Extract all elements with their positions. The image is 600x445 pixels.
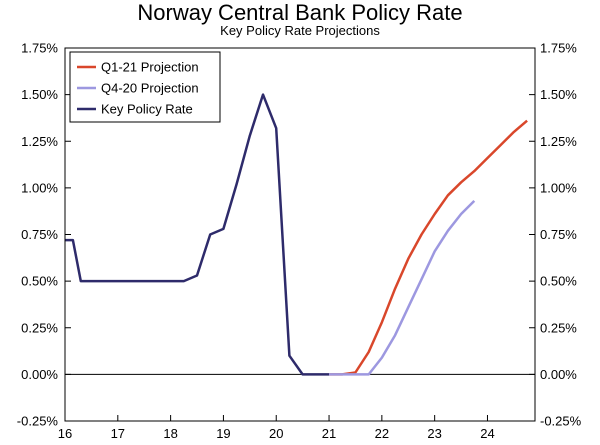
y-tick-label-left: 1.75%: [21, 41, 58, 56]
chart-title: Norway Central Bank Policy Rate: [137, 0, 463, 25]
plot-frame: [64, 47, 536, 422]
y-tick-label-right: 0.25%: [540, 320, 577, 335]
y-tick-label-right: 0.50%: [540, 274, 577, 289]
y-tick-label-left: 0.00%: [21, 367, 58, 382]
legend-item: Q1-21 Projection: [77, 60, 199, 75]
series-line-q1-21-projection: [329, 119, 528, 376]
series-line-key-policy-rate: [65, 93, 329, 376]
y-tick-label-right: 0.00%: [540, 367, 577, 382]
y-tick-label-right: -0.25%: [540, 414, 582, 429]
legend-item: Key Policy Rate: [77, 102, 193, 117]
x-tick-label: 20: [269, 426, 283, 441]
x-tick-label: 24: [480, 426, 494, 441]
y-tick-label-left: -0.25%: [17, 414, 59, 429]
x-tick-label: 19: [216, 426, 230, 441]
y-tick-label-left: 0.75%: [21, 227, 58, 242]
y-tick-label-right: 1.75%: [540, 41, 577, 56]
legend-label-q4-20: Q4-20 Projection: [101, 81, 199, 96]
y-tick-label-left: 0.50%: [21, 274, 58, 289]
y-tick-label-left: 0.25%: [21, 320, 58, 335]
y-tick-label-right: 1.50%: [540, 87, 577, 102]
x-tick-label: 17: [111, 426, 125, 441]
legend-label-key-policy-rate: Key Policy Rate: [101, 102, 193, 117]
x-tick-label: 16: [58, 426, 72, 441]
y-tick-label-right: 0.75%: [540, 227, 577, 242]
series-line-q4-20-projection: [329, 200, 476, 376]
y-tick-label-right: 1.00%: [540, 180, 577, 195]
chart-subtitle: Key Policy Rate Projections: [220, 23, 380, 38]
x-tick-label: 21: [322, 426, 336, 441]
x-tick-label: 23: [427, 426, 441, 441]
legend-label-q1-21: Q1-21 Projection: [101, 60, 199, 75]
y-tick-label-left: 1.25%: [21, 134, 58, 149]
y-tick-label-left: 1.00%: [21, 180, 58, 195]
x-tick-label: 22: [375, 426, 389, 441]
y-tick-label-right: 1.25%: [540, 134, 577, 149]
y-tick-label-left: 1.50%: [21, 87, 58, 102]
legend: Q1-21 Projection Q4-20 Projection Key Po…: [69, 51, 221, 123]
legend-item: Q4-20 Projection: [77, 81, 199, 96]
x-tick-label: 18: [163, 426, 177, 441]
